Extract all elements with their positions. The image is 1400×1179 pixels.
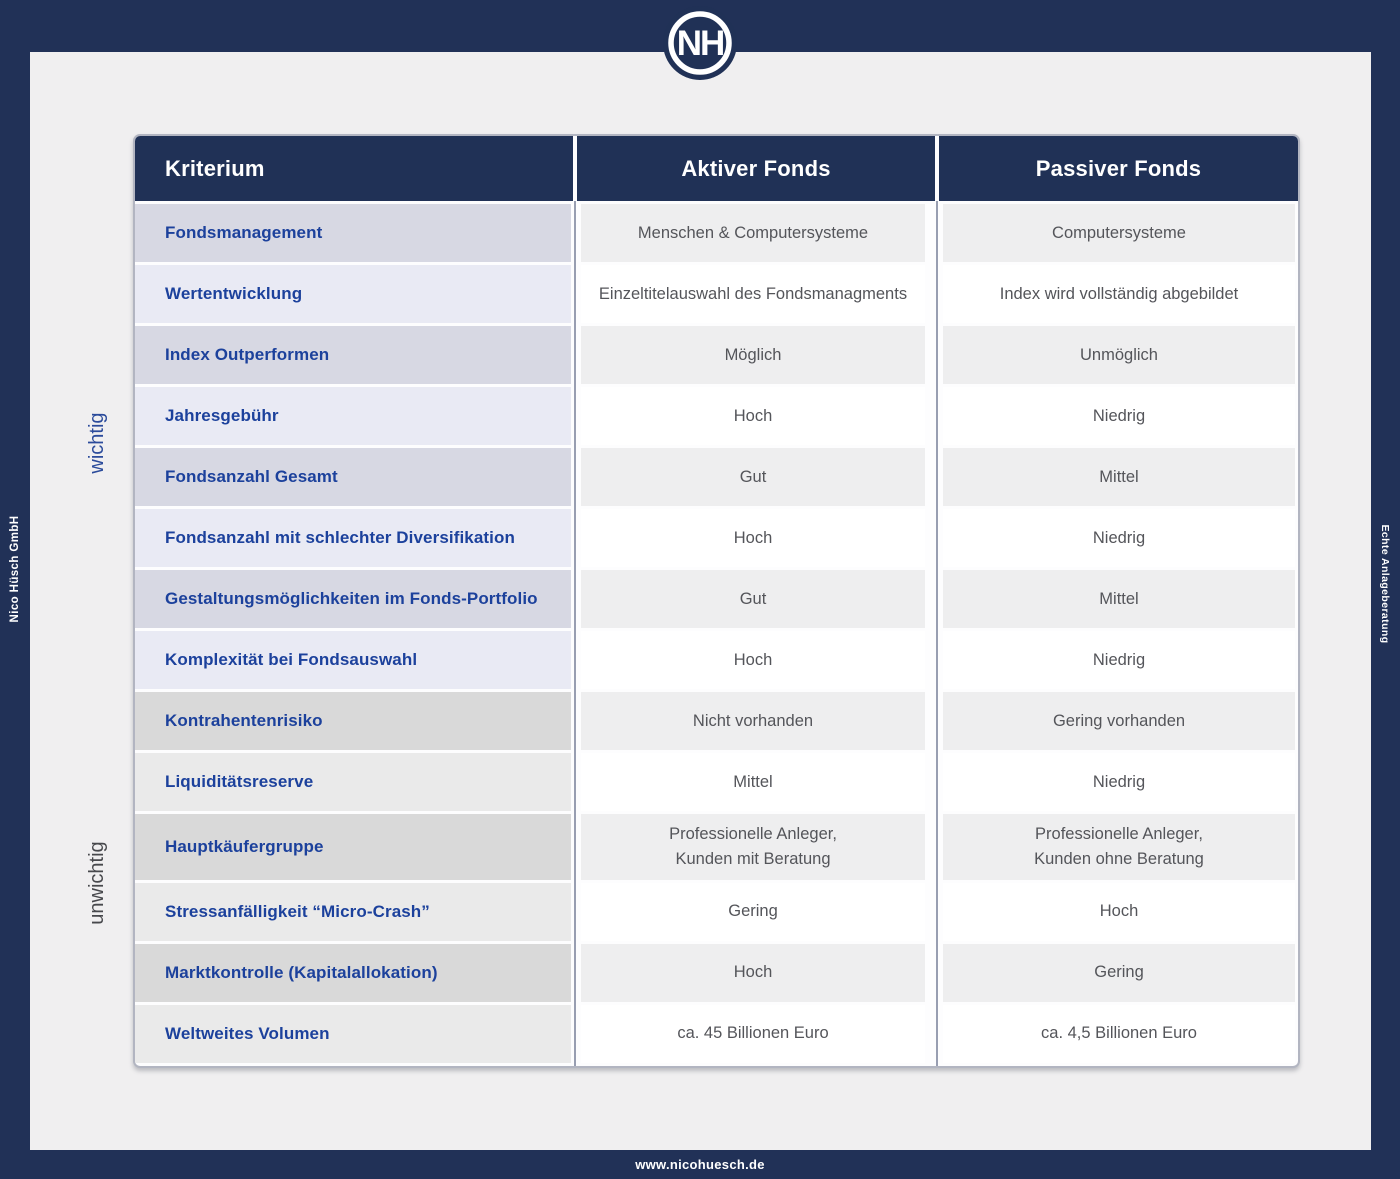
table-row: Index Outperformen Möglich Unmöglich: [135, 326, 1298, 384]
nh-logo-icon: NH: [663, 6, 737, 80]
passive-fund-cell: Niedrig: [943, 753, 1295, 811]
passive-fund-cell: Niedrig: [943, 509, 1295, 567]
passive-fund-cell: Mittel: [943, 570, 1295, 628]
table-row: Fondsanzahl Gesamt Gut Mittel: [135, 448, 1298, 506]
criterion-cell: Index Outperformen: [135, 326, 571, 384]
table-row: Hauptkäufergruppe Professionelle Anleger,…: [135, 814, 1298, 880]
active-fund-cell: Hoch: [581, 943, 925, 1002]
passive-fund-cell: Index wird vollständig abgebildet: [943, 265, 1295, 323]
table-row: Weltweites Volumen ca. 45 Billionen Euro c…: [135, 1004, 1298, 1063]
criterion-cell: Weltweites Volumen: [135, 1004, 571, 1063]
table-row: Fondsmanagement Menschen & Computersystem…: [135, 204, 1298, 262]
active-fund-cell: ca. 45 Billionen Euro: [581, 1004, 925, 1063]
table-body: Fondsmanagement Menschen & Computersystem…: [135, 201, 1298, 1066]
table-row: Liquiditätsreserve Mittel Niedrig: [135, 753, 1298, 811]
header-passiver-fonds: Passiver Fonds: [939, 136, 1298, 201]
active-fund-cell: Gut: [581, 448, 925, 506]
criterion-cell: Liquiditätsreserve: [135, 753, 571, 811]
active-fund-cell: Nicht vorhanden: [581, 692, 925, 750]
active-fund-cell: Hoch: [581, 631, 925, 689]
active-fund-cell: Hoch: [581, 387, 925, 445]
passive-fund-cell: Computersysteme: [943, 204, 1295, 262]
active-fund-cell: Hoch: [581, 509, 925, 567]
passive-fund-cell: Niedrig: [943, 631, 1295, 689]
criterion-cell: Fondsanzahl mit schlechter Diversifikati…: [135, 509, 571, 567]
active-fund-cell: Menschen & Computersysteme: [581, 204, 925, 262]
criterion-cell: Hauptkäufergruppe: [135, 814, 571, 880]
column-separator-1: [574, 201, 576, 1066]
logo-monogram-text: NH: [677, 24, 724, 63]
table-row: Jahresgebühr Hoch Niedrig: [135, 387, 1298, 445]
group-label-wichtig: wichtig: [85, 412, 108, 474]
active-fund-cell: Einzeltitelauswahl des Fondsmanagments: [581, 265, 925, 323]
footer-bar: www.nicohuesch.de: [0, 1150, 1400, 1179]
passive-fund-cell: Niedrig: [943, 387, 1295, 445]
active-fund-cell: Gut: [581, 570, 925, 628]
passive-fund-cell: ca. 4,5 Billionen Euro: [943, 1004, 1295, 1063]
company-name-vertical: Nico Hüsch GmbH: [9, 515, 21, 623]
active-fund-cell: Möglich: [581, 326, 925, 384]
passive-fund-cell: Gering vorhanden: [943, 692, 1295, 750]
criterion-cell: Marktkontrolle (Kapitalallokation): [135, 943, 571, 1002]
table-row: Kontrahentenrisiko Nicht vorhanden Gering …: [135, 692, 1298, 750]
active-fund-cell: Professionelle Anleger, Kunden mit Berat…: [581, 814, 925, 880]
column-separator-2: [936, 201, 938, 1066]
criterion-cell: Kontrahentenrisiko: [135, 692, 571, 750]
active-fund-cell: Gering: [581, 882, 925, 941]
tagline-vertical: Echte Anlageberatung: [1379, 524, 1391, 644]
table-row: Fondsanzahl mit schlechter Diversifikati…: [135, 509, 1298, 567]
header-kriterium: Kriterium: [135, 136, 573, 201]
active-fund-cell: Mittel: [581, 753, 925, 811]
passive-fund-cell: Unmöglich: [943, 326, 1295, 384]
table-row: Marktkontrolle (Kapitalallokation) Hoch Ge…: [135, 943, 1298, 1002]
criterion-cell: Wertentwicklung: [135, 265, 571, 323]
header-aktiver-fonds: Aktiver Fonds: [577, 136, 935, 201]
criterion-cell: Jahresgebühr: [135, 387, 571, 445]
criterion-cell: Gestaltungsmöglichkeiten im Fonds-Portfo…: [135, 570, 571, 628]
passive-fund-cell: Gering: [943, 943, 1295, 1002]
table-row: Wertentwicklung Einzeltitelauswahl des Fo…: [135, 265, 1298, 323]
criterion-cell: Stressanfälligkeit “Micro-Crash”: [135, 882, 571, 941]
table-header-row: Kriterium Aktiver Fonds Passiver Fonds: [135, 136, 1298, 201]
criterion-cell: Fondsmanagement: [135, 204, 571, 262]
criterion-cell: Komplexität bei Fondsauswahl: [135, 631, 571, 689]
passive-fund-cell: Hoch: [943, 882, 1295, 941]
nh-logo: NH: [661, 4, 739, 82]
table-row: Gestaltungsmöglichkeiten im Fonds-Portfo…: [135, 570, 1298, 628]
table-row: Stressanfälligkeit “Micro-Crash” Gering Ho…: [135, 882, 1298, 941]
comparison-table: Kriterium Aktiver Fonds Passiver Fonds F…: [133, 134, 1300, 1068]
website-url: www.nicohuesch.de: [635, 1157, 765, 1172]
criterion-cell: Fondsanzahl Gesamt: [135, 448, 571, 506]
table-row: Komplexität bei Fondsauswahl Hoch Niedrig: [135, 631, 1298, 689]
passive-fund-cell: Professionelle Anleger, Kunden ohne Bera…: [943, 814, 1295, 880]
group-label-unwichtig: unwichtig: [85, 841, 108, 925]
passive-fund-cell: Mittel: [943, 448, 1295, 506]
